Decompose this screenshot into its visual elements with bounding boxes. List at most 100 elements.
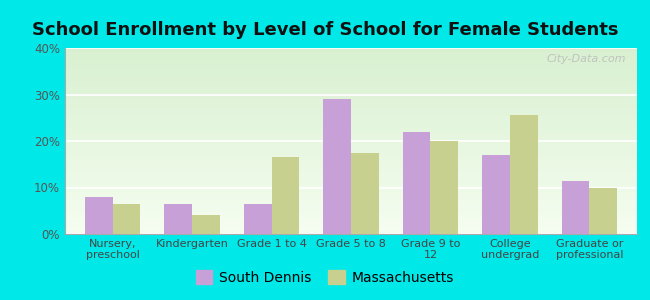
- Bar: [65, 93, 637, 94]
- Bar: [65, 97, 637, 98]
- Bar: [65, 143, 637, 144]
- Bar: [65, 136, 637, 137]
- Bar: [65, 216, 637, 217]
- Bar: [65, 191, 637, 192]
- Text: City-Data.com: City-Data.com: [546, 54, 625, 64]
- Bar: [65, 183, 637, 184]
- Bar: [65, 176, 637, 177]
- Bar: [65, 144, 637, 145]
- Bar: [65, 187, 637, 188]
- Bar: [65, 122, 637, 123]
- Bar: [65, 154, 637, 155]
- Bar: [65, 113, 637, 114]
- Bar: [65, 189, 637, 190]
- Bar: [65, 182, 637, 183]
- Bar: [65, 209, 637, 210]
- Bar: [65, 107, 637, 108]
- Bar: [65, 220, 637, 221]
- Bar: [65, 213, 637, 214]
- Bar: [65, 103, 637, 104]
- Bar: [65, 138, 637, 139]
- Bar: [65, 117, 637, 118]
- Bar: [65, 57, 637, 58]
- Bar: [65, 215, 637, 216]
- Bar: [65, 200, 637, 202]
- Bar: [65, 95, 637, 96]
- Bar: [65, 90, 637, 91]
- Bar: [65, 160, 637, 161]
- Bar: [65, 54, 637, 55]
- Bar: [65, 72, 637, 73]
- Bar: [65, 149, 637, 150]
- Bar: [65, 163, 637, 164]
- Bar: [65, 172, 637, 173]
- Bar: [65, 60, 637, 61]
- Bar: [65, 233, 637, 234]
- Bar: [65, 193, 637, 194]
- Bar: [65, 48, 637, 49]
- Bar: [65, 159, 637, 160]
- Bar: [65, 227, 637, 228]
- Bar: [65, 178, 637, 179]
- Legend: South Dennis, Massachusetts: South Dennis, Massachusetts: [190, 264, 460, 290]
- Bar: [65, 129, 637, 130]
- Bar: [510, 116, 538, 234]
- Bar: [65, 67, 637, 68]
- Bar: [65, 168, 637, 169]
- Bar: [323, 99, 351, 234]
- Bar: [65, 217, 637, 218]
- Bar: [85, 197, 112, 234]
- Bar: [65, 158, 637, 159]
- Bar: [65, 110, 637, 111]
- Bar: [65, 139, 637, 140]
- Bar: [65, 170, 637, 171]
- Bar: [65, 120, 637, 121]
- Bar: [65, 118, 637, 119]
- Bar: [65, 127, 637, 128]
- Bar: [65, 157, 637, 158]
- Bar: [65, 133, 637, 134]
- Bar: [65, 202, 637, 203]
- Bar: [65, 116, 637, 117]
- Bar: [65, 125, 637, 126]
- Bar: [65, 205, 637, 206]
- Bar: [562, 181, 590, 234]
- Bar: [65, 229, 637, 230]
- Bar: [65, 75, 637, 76]
- Bar: [65, 115, 637, 116]
- Bar: [65, 184, 637, 185]
- Bar: [65, 204, 637, 205]
- Bar: [65, 126, 637, 127]
- Bar: [65, 105, 637, 106]
- Bar: [192, 215, 220, 234]
- Bar: [351, 153, 379, 234]
- Bar: [65, 226, 637, 227]
- Bar: [65, 114, 637, 115]
- Bar: [65, 212, 637, 213]
- Bar: [65, 102, 637, 103]
- Bar: [65, 175, 637, 176]
- Bar: [65, 210, 637, 211]
- Bar: [65, 223, 637, 224]
- Bar: [65, 70, 637, 71]
- Bar: [65, 230, 637, 231]
- Bar: [65, 88, 637, 89]
- Bar: [65, 130, 637, 131]
- Bar: [590, 188, 617, 234]
- Bar: [65, 62, 637, 63]
- Bar: [65, 151, 637, 152]
- Text: School Enrollment by Level of School for Female Students: School Enrollment by Level of School for…: [32, 21, 618, 39]
- Bar: [65, 84, 637, 85]
- Bar: [65, 179, 637, 180]
- Bar: [65, 228, 637, 229]
- Bar: [65, 80, 637, 82]
- Bar: [65, 162, 637, 163]
- Bar: [65, 180, 637, 181]
- Bar: [65, 214, 637, 215]
- Bar: [65, 194, 637, 195]
- Bar: [65, 190, 637, 191]
- Bar: [65, 192, 637, 193]
- Bar: [65, 96, 637, 97]
- Bar: [65, 69, 637, 70]
- Bar: [65, 185, 637, 186]
